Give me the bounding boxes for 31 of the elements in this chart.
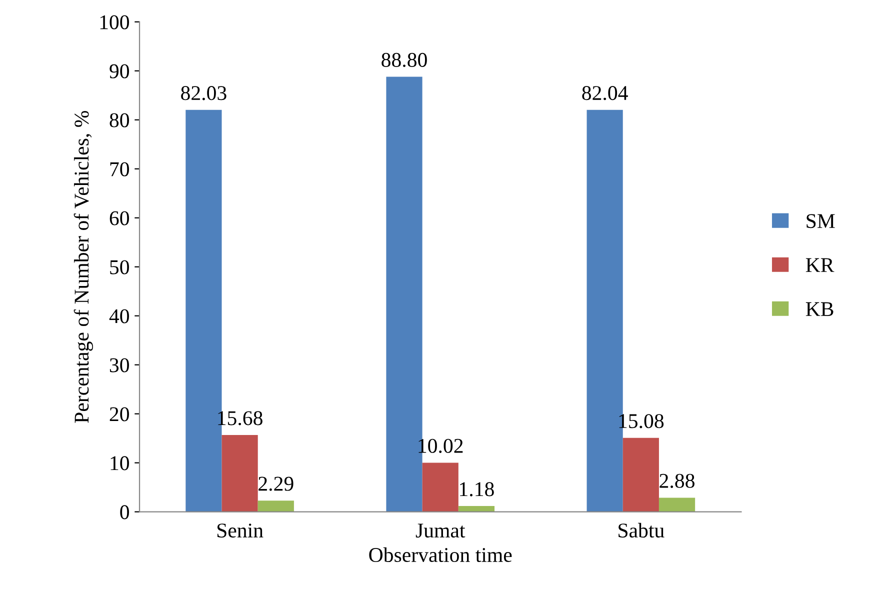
bar [458,506,495,512]
y-tick-label: 100 [100,15,130,30]
bar [422,462,458,512]
x-tick-label: Sabtu [618,522,664,538]
data-label: 2.29 [258,476,294,491]
x-tick-label: Senin [217,524,264,538]
data-label: 82.04 [582,86,628,100]
data-label: 2.88 [660,474,694,488]
y-tick-label: 50 [110,260,130,274]
bar [622,438,659,512]
data-label: 88.80 [382,52,427,68]
y-tick-label: 0 [120,505,130,520]
y-tick-label: 80 [110,113,130,128]
y-axis-title: Percentage of Number of Vehicles, % [74,110,93,423]
legend-label: SM [806,214,835,228]
bar [222,434,258,512]
y-tick-label: 70 [110,162,130,176]
y-tick-label: 40 [109,309,130,324]
y-tick-label: 30 [110,358,130,372]
y-tick-label: 10 [110,456,130,470]
legend-label: KB [806,302,834,316]
data-label: 1.18 [460,482,494,496]
x-axis-title: Observation time [369,547,512,562]
bar [258,500,294,512]
data-label: 82.03 [181,86,226,100]
y-tick-label: 60 [110,211,130,226]
x-tick-label: Jumat [416,524,466,538]
y-tick-label: 20 [110,407,130,422]
y-tick-label: 90 [110,64,130,78]
legend-label: KR [806,258,834,272]
bar [658,498,696,512]
